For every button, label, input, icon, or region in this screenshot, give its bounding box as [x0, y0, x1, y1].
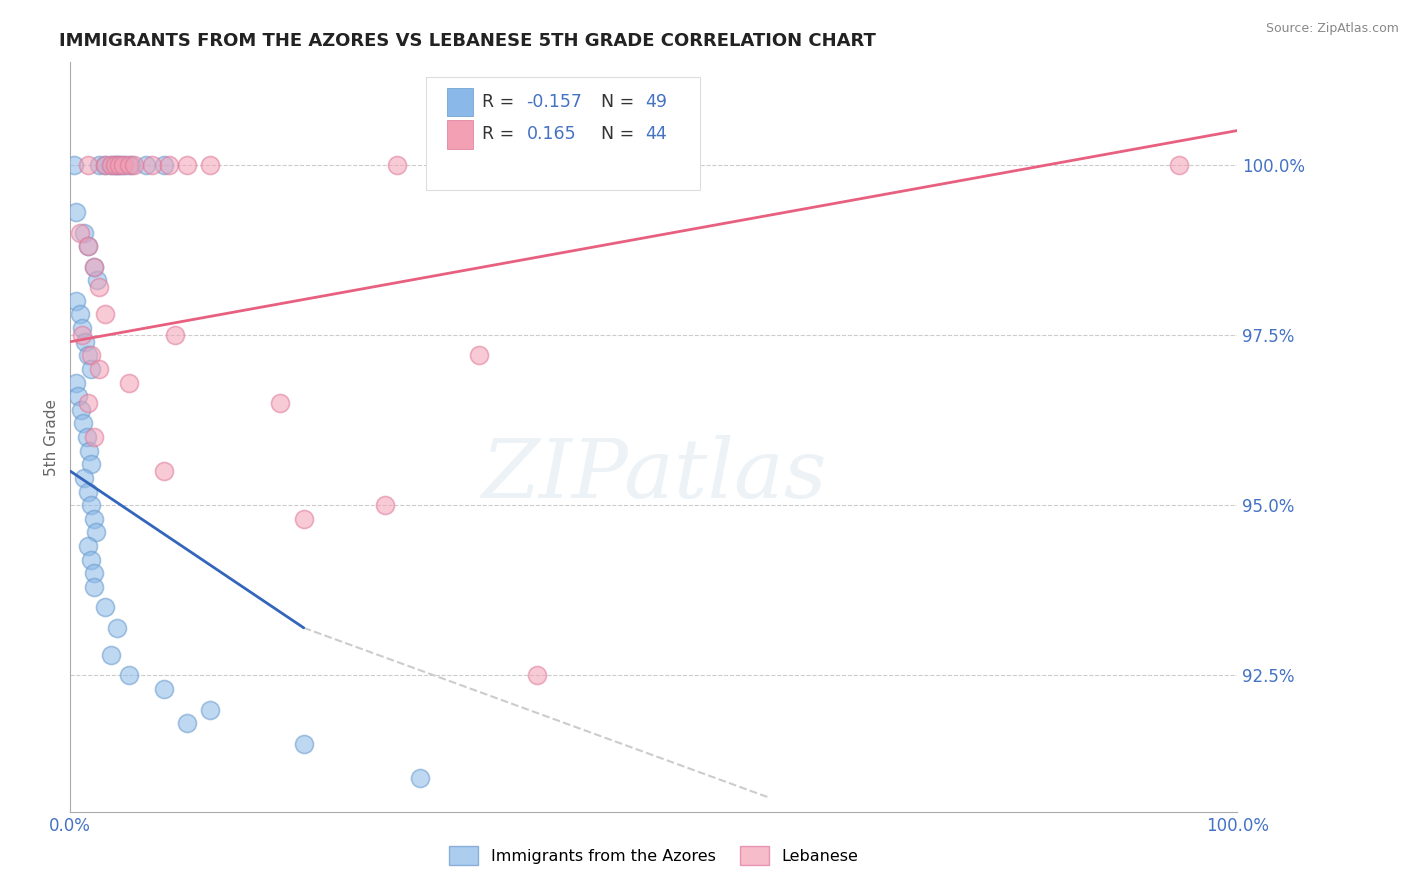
Text: ZIPatlas: ZIPatlas	[481, 434, 827, 515]
Text: Source: ZipAtlas.com: Source: ZipAtlas.com	[1265, 22, 1399, 36]
Text: 0.165: 0.165	[527, 126, 576, 144]
Bar	[447, 120, 472, 149]
Text: R =: R =	[482, 93, 520, 112]
Text: R =: R =	[482, 126, 520, 144]
Text: 49: 49	[645, 93, 668, 112]
Y-axis label: 5th Grade: 5th Grade	[44, 399, 59, 475]
Bar	[447, 88, 472, 116]
Text: N =: N =	[589, 93, 640, 112]
Text: N =: N =	[589, 126, 640, 144]
Text: IMMIGRANTS FROM THE AZORES VS LEBANESE 5TH GRADE CORRELATION CHART: IMMIGRANTS FROM THE AZORES VS LEBANESE 5…	[59, 32, 876, 50]
Legend: Immigrants from the Azores, Lebanese: Immigrants from the Azores, Lebanese	[443, 840, 865, 871]
Text: -0.157: -0.157	[527, 93, 582, 112]
FancyBboxPatch shape	[426, 78, 700, 190]
Text: 44: 44	[645, 126, 668, 144]
